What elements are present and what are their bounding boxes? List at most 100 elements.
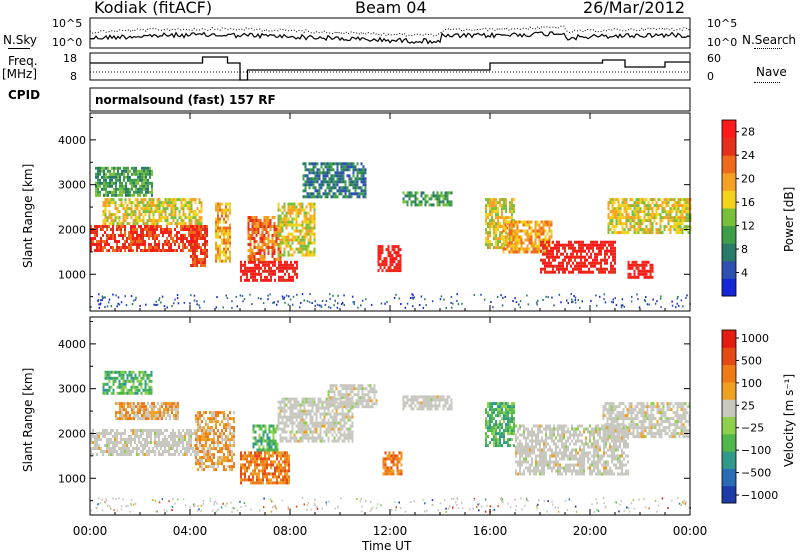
- power-cell: [608, 240, 610, 244]
- power-cell: [116, 207, 119, 211]
- power-cell: [625, 216, 628, 220]
- velocity-cell: [122, 376, 125, 380]
- power-cell: [582, 246, 584, 250]
- power-cell: [148, 228, 150, 231]
- velocity-cell: [225, 447, 227, 451]
- power-cell: [655, 207, 658, 211]
- velocity-cell: [209, 420, 211, 424]
- power-cell: [132, 237, 134, 240]
- power-cell: [257, 249, 260, 252]
- power-cell: [651, 198, 654, 202]
- power-cell: [281, 253, 284, 257]
- velocity-cell: [260, 451, 262, 455]
- power-cell: [253, 228, 256, 231]
- velocity-cell: [262, 481, 264, 485]
- power-cell: [611, 225, 614, 229]
- power-cell: [659, 231, 662, 235]
- power-cell: [645, 207, 648, 211]
- power-cell: [307, 253, 310, 257]
- power-cell: [192, 225, 194, 228]
- power-cell: [204, 258, 206, 261]
- power-cell: [102, 225, 104, 228]
- power-cell: [615, 231, 618, 235]
- power-cell: [308, 177, 311, 181]
- power-cell: [348, 189, 351, 193]
- velocity-cell: [252, 475, 254, 479]
- velocity-cell: [123, 408, 125, 412]
- velocity-cell: [288, 481, 290, 485]
- power-cell: [283, 253, 286, 257]
- velocity-cell: [195, 450, 197, 454]
- power-cell: [146, 207, 149, 211]
- power-cell: [152, 222, 155, 226]
- velocity-cell: [211, 453, 213, 457]
- power-cell: [608, 255, 610, 259]
- velocity-cell: [270, 466, 272, 470]
- velocity-cell: [118, 447, 120, 450]
- velocity-cell: [122, 370, 125, 374]
- velocity-cell: [140, 432, 142, 435]
- power-cell: [590, 264, 592, 268]
- power-cell: [299, 250, 302, 254]
- power-cell: [119, 175, 121, 179]
- power-cell: [147, 178, 149, 182]
- velocity-cell: [291, 436, 294, 440]
- power-cell: [279, 208, 282, 212]
- velocity-cell: [268, 442, 271, 446]
- power-ground-scatter: [526, 294, 528, 297]
- power-cell: [607, 231, 610, 235]
- power-cell: [247, 225, 250, 228]
- power-cell: [657, 204, 660, 208]
- power-cell: [502, 223, 505, 227]
- power-cell: [416, 191, 419, 195]
- velocity-cell: [133, 402, 135, 406]
- power-cell: [675, 219, 678, 223]
- power-cell: [255, 234, 258, 237]
- power-cell: [313, 253, 316, 257]
- power-cell: [542, 229, 545, 233]
- power-cell: [160, 231, 162, 234]
- velocity-cell: [137, 417, 139, 421]
- power-cell: [115, 193, 117, 197]
- power-cell: [219, 235, 221, 239]
- velocity-cell: [217, 411, 219, 415]
- power-cell: [124, 234, 126, 237]
- power-cell: [144, 225, 146, 228]
- velocity-cell: [229, 426, 231, 430]
- power-cell: [635, 260, 638, 264]
- power-cell: [168, 201, 171, 205]
- velocity-cell: [289, 415, 292, 419]
- power-cell: [352, 186, 355, 190]
- power-cell: [574, 267, 576, 271]
- power-cell: [558, 264, 560, 268]
- power-cell: [434, 197, 437, 201]
- power-cell: [160, 204, 163, 208]
- power-cell: [338, 180, 341, 184]
- velocity-cell: [199, 462, 201, 466]
- power-cell: [131, 166, 133, 170]
- velocity-cell: [108, 373, 111, 377]
- velocity-cell: [123, 402, 125, 406]
- power-cell: [295, 223, 298, 227]
- power-cell: [311, 250, 314, 254]
- velocity-cell: [124, 438, 126, 441]
- velocity-cell: [143, 408, 145, 412]
- power-cell: [172, 210, 175, 214]
- power-cell: [550, 223, 553, 227]
- power-cell: [301, 208, 304, 212]
- power-cell: [598, 261, 600, 265]
- power-cell: [198, 243, 200, 246]
- velocity-cell: [260, 424, 263, 428]
- power-cell: [148, 201, 151, 205]
- velocity-cell: [258, 472, 260, 476]
- velocity-cell: [197, 417, 199, 421]
- power-cell: [200, 264, 202, 267]
- power-cell: [148, 225, 150, 228]
- power-cell: [215, 235, 217, 239]
- velocity-cell: [227, 465, 229, 469]
- power-cell: [279, 214, 282, 218]
- power-cell: [362, 195, 365, 199]
- power-cell: [514, 247, 517, 251]
- date-title: 26/Mar/2012: [583, 0, 686, 17]
- power-cell: [176, 240, 178, 243]
